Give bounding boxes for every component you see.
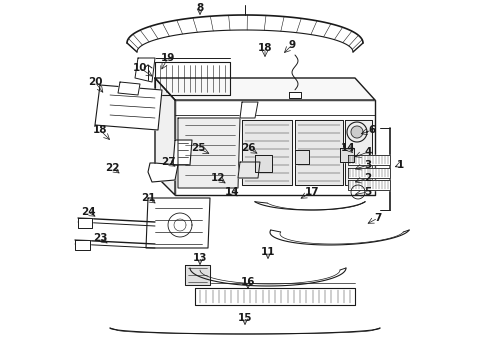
Text: 10: 10 [133,63,147,73]
Text: 20: 20 [88,77,102,87]
Polygon shape [78,218,92,228]
Polygon shape [185,265,210,285]
Text: 21: 21 [141,193,155,203]
Text: 17: 17 [305,187,319,197]
Polygon shape [348,180,390,190]
Text: 3: 3 [365,160,371,170]
Polygon shape [178,118,240,188]
Text: 16: 16 [241,277,255,287]
Polygon shape [345,120,372,185]
Polygon shape [155,62,230,95]
Polygon shape [240,102,258,118]
Text: 4: 4 [364,147,372,157]
Polygon shape [340,148,354,162]
Polygon shape [195,288,355,305]
Text: 7: 7 [374,213,382,223]
Text: 26: 26 [241,143,255,153]
Polygon shape [155,78,375,100]
Polygon shape [348,155,390,165]
Text: 14: 14 [341,143,355,153]
Polygon shape [135,58,155,82]
Polygon shape [238,162,260,178]
Text: 6: 6 [368,125,376,135]
Text: 18: 18 [93,125,107,135]
Polygon shape [295,120,343,185]
Polygon shape [295,150,309,164]
Text: 15: 15 [238,313,252,323]
Text: 19: 19 [161,53,175,63]
Text: 22: 22 [105,163,119,173]
Text: 12: 12 [211,173,225,183]
Text: 14: 14 [225,187,239,197]
Text: 27: 27 [161,157,175,167]
Polygon shape [146,198,210,248]
Text: 13: 13 [193,253,207,263]
Polygon shape [289,92,301,98]
Polygon shape [118,82,140,95]
Polygon shape [242,120,292,185]
Text: 11: 11 [261,247,275,257]
Polygon shape [148,163,178,182]
Polygon shape [75,240,90,250]
Polygon shape [351,126,363,138]
Polygon shape [348,168,390,178]
Polygon shape [155,78,175,195]
Text: 18: 18 [258,43,272,53]
Polygon shape [173,140,192,165]
Polygon shape [175,100,375,195]
Text: 25: 25 [191,143,205,153]
Text: 9: 9 [289,40,295,50]
Text: 23: 23 [93,233,107,243]
Text: 2: 2 [365,173,371,183]
Text: 8: 8 [196,3,204,13]
Text: 5: 5 [365,187,371,197]
Text: 24: 24 [81,207,96,217]
Text: 1: 1 [396,160,404,170]
Polygon shape [95,85,162,130]
Polygon shape [255,155,272,172]
